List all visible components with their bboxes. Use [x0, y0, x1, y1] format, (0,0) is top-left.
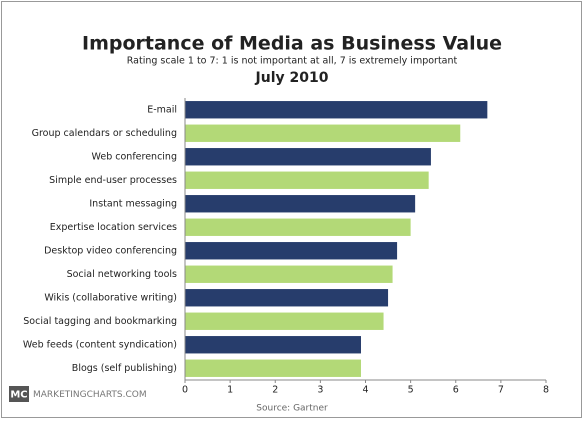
- bar: [185, 148, 431, 166]
- site: MARKETINGCHARTS.COM: [33, 390, 147, 400]
- bar: [185, 171, 429, 189]
- y-tick-label: Blogs (self publishing): [72, 363, 177, 374]
- x-tick-label: 1: [227, 385, 233, 396]
- x-tick-label: 4: [362, 385, 368, 396]
- y-tick-label: Desktop video conferencing: [44, 245, 177, 256]
- y-tick-label: Wikis (collaborative writing): [44, 292, 177, 303]
- y-tick-label: Web feeds (content syndication): [23, 339, 177, 350]
- bar: [185, 101, 488, 119]
- x-tick-label: 8: [543, 385, 549, 396]
- bar: [185, 359, 361, 377]
- y-tick-label: Social networking tools: [67, 269, 177, 280]
- bar: [185, 312, 384, 330]
- y-tick-label: Social tagging and bookmarking: [23, 316, 177, 327]
- chart-title: Importance of Media as Business Value: [82, 33, 502, 55]
- x-tick-label: 2: [272, 385, 278, 396]
- frame: [1, 1, 582, 418]
- logo: MC: [10, 390, 27, 401]
- chart-date: July 2010: [255, 70, 329, 86]
- logo-box: [9, 386, 29, 402]
- x-tick-label: 6: [453, 385, 459, 396]
- bar: [185, 265, 393, 283]
- chart-subtitle: Rating scale 1 to 7: 1 is not important …: [127, 56, 458, 67]
- bar: [185, 195, 416, 213]
- y-tick-label: Web conferencing: [92, 151, 177, 162]
- source: Source: Gartner: [256, 404, 328, 414]
- y-tick-label: Simple end-user processes: [49, 175, 177, 186]
- y-tick-label: E-mail: [147, 104, 177, 115]
- bar: [185, 242, 398, 260]
- bar: [185, 124, 461, 142]
- bar: [185, 218, 411, 236]
- bar: [185, 289, 389, 307]
- y-tick-label: Instant messaging: [89, 198, 177, 209]
- x-tick-label: 5: [408, 385, 414, 396]
- x-tick-label: 7: [498, 385, 504, 396]
- x-tick-label: 3: [317, 385, 323, 396]
- y-tick-label: Expertise location services: [50, 222, 177, 233]
- bar: [185, 336, 361, 354]
- x-tick-label: 0: [182, 385, 188, 396]
- y-tick-label: Group calendars or scheduling: [32, 128, 177, 139]
